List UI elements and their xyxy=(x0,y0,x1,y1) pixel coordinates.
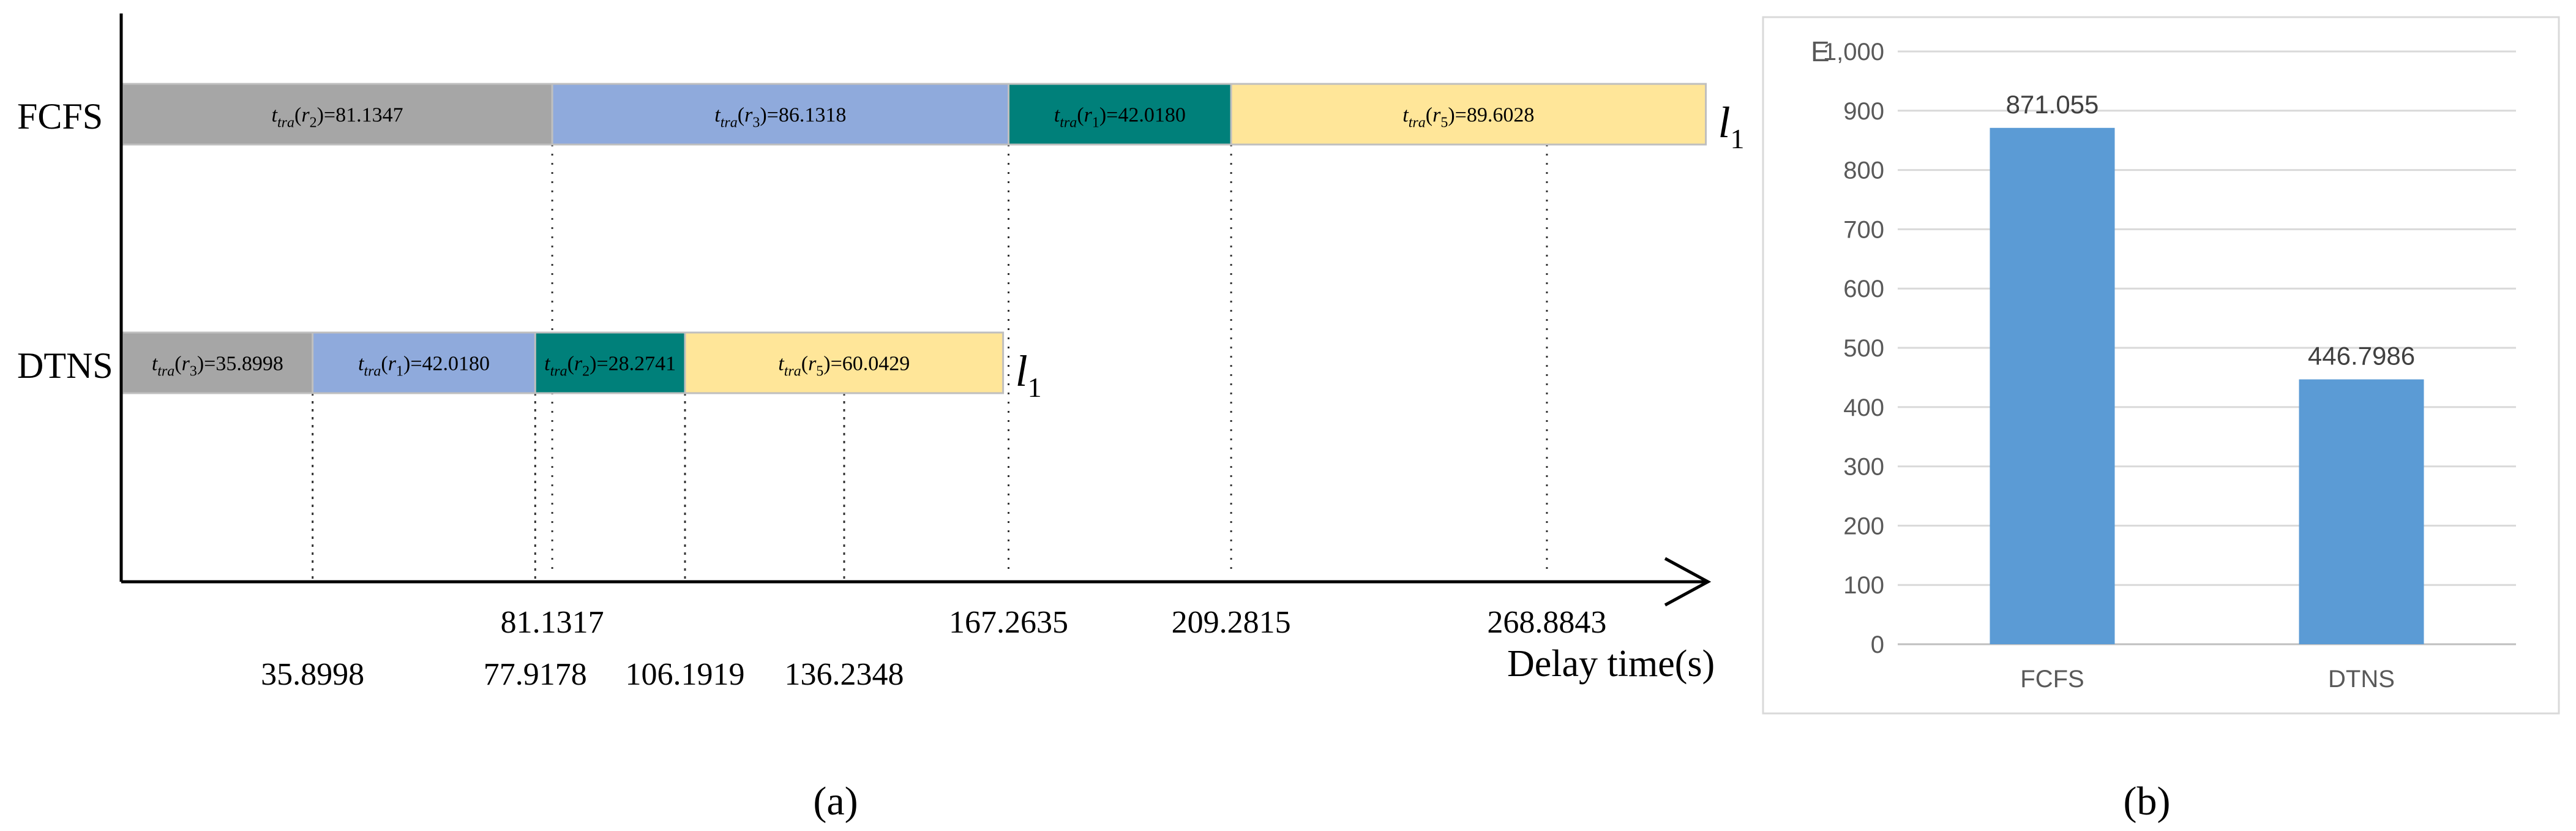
segment-label-dtns-r2: ttra(r2)=28.2741 xyxy=(544,353,676,380)
x-tick-dtns: DTNS xyxy=(2328,666,2395,693)
x-tick-fcfs: FCFS xyxy=(2020,666,2084,693)
y-tick-2: 200 xyxy=(1843,513,1884,540)
y-tick-7: 700 xyxy=(1843,216,1884,243)
dtns-tick-2: 106.1919 xyxy=(625,657,744,692)
dtns-tick-1: 77.9178 xyxy=(484,657,587,692)
y-tick-0: 0 xyxy=(1871,631,1884,658)
data-label-fcfs: 871.055 xyxy=(2006,90,2099,119)
segment-dtns-r1 xyxy=(312,331,536,394)
segment-fcfs-r2 xyxy=(121,83,553,146)
segment-dtns-r2 xyxy=(534,331,686,394)
segment-label-fcfs-r5: ttra(r5)=89.6028 xyxy=(1402,104,1534,131)
segment-fcfs-r5 xyxy=(1230,83,1707,146)
y-tick-1: 100 xyxy=(1843,572,1884,599)
segment-fcfs-r3 xyxy=(551,83,1009,146)
panel-a-timeline-chart: FCFS ttra(r2)=81.1347 ttra(r3)=86.1318 ttra… xyxy=(17,13,1745,824)
data-label-dtns: 446.7986 xyxy=(2308,341,2415,370)
segment-label-fcfs-r2: ttra(r2)=81.1347 xyxy=(272,104,403,131)
segment-dtns-r5 xyxy=(684,331,1005,394)
segment-label-dtns-r1: ttra(r1)=42.0180 xyxy=(358,353,490,380)
panel-a-x-axis-arrowhead xyxy=(1664,557,1712,607)
bar-fcfs xyxy=(1990,127,2115,645)
lane-label-dtns: DTNS xyxy=(17,345,113,386)
panel-a-xlabel: Delay time(s) xyxy=(1507,643,1715,685)
segment-label-fcfs-r1: ttra(r1)=42.0180 xyxy=(1054,104,1186,131)
fcfs-tick-3: 268.8843 xyxy=(1487,605,1606,640)
y-tick-9: 900 xyxy=(1843,98,1884,125)
link-label-fcfs: l1 xyxy=(1718,98,1745,154)
y-tick-5: 500 xyxy=(1843,335,1884,362)
segment-label-fcfs-r3: ttra(r3)=86.1318 xyxy=(714,104,846,131)
segment-label-dtns-r3: ttra(r3)=35.8998 xyxy=(152,353,283,380)
panel-b-bar-chart: 0 100 200 300 400 500 600 700 800 900 1,000 871.055… xyxy=(1762,16,2560,824)
panel-b-label: (b) xyxy=(2124,779,2171,824)
dtns-tick-0: 35.8998 xyxy=(261,657,364,692)
lane-label-fcfs: FCFS xyxy=(17,96,103,137)
segment-label-dtns-r5: ttra(r5)=60.0429 xyxy=(778,353,910,380)
panel-b-frame xyxy=(1762,16,2560,715)
fcfs-tick-1: 167.2635 xyxy=(949,605,1068,640)
fcfs-tick-2: 209.2815 xyxy=(1172,605,1291,640)
bar-dtns xyxy=(2299,379,2424,644)
fcfs-tick-0: 81.1317 xyxy=(501,605,604,640)
dtns-tick-3: 136.2348 xyxy=(784,657,904,692)
panel-a-label: (a) xyxy=(813,779,858,824)
y-tick-3: 300 xyxy=(1843,454,1884,481)
panel-a-axes xyxy=(119,13,1712,607)
y-tick-4: 400 xyxy=(1843,394,1884,421)
y-tick-6: 600 xyxy=(1843,276,1884,303)
y-tick-8: 800 xyxy=(1843,157,1884,184)
y-tick-10: 1,000 xyxy=(1823,39,1884,66)
link-label-dtns: l1 xyxy=(1016,347,1042,403)
panel-b-ylabel: E xyxy=(1811,36,1830,67)
